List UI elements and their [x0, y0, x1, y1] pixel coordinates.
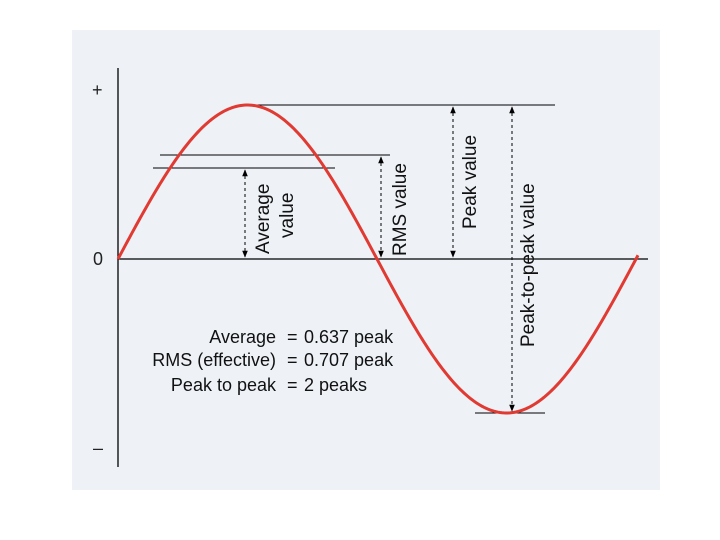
axis-zero-label: 0 [93, 249, 103, 269]
formula-peak-to-peak-eq: = [287, 375, 298, 395]
average-value-label-line2: value [277, 193, 298, 238]
formula-average-eq: = [287, 327, 298, 347]
formula-peak-to-peak-name: Peak to peak [171, 375, 277, 395]
diagram-panel [72, 30, 660, 490]
formula-rms-value: 0.707 peak [304, 350, 394, 370]
average-value-label-line1: Average [253, 184, 274, 254]
formula-average-value: 0.637 peak [304, 327, 394, 347]
rms-value-label: RMS value [390, 163, 411, 256]
formula-peak-to-peak-value: 2 peaks [304, 375, 367, 395]
sine-waveform [116, 103, 640, 415]
axis-plus-label: + [92, 80, 103, 100]
formula-rms-name: RMS (effective) [152, 350, 276, 370]
formula-rms-eq: = [287, 350, 298, 370]
peak-value-label: Peak value [460, 135, 481, 229]
axis-minus-label: – [93, 438, 103, 458]
formula-block: Average = 0.637 peak RMS (effective) = 0… [152, 327, 394, 395]
formula-average-name: Average [209, 327, 276, 347]
peak-to-peak-value-label: Peak-to-peak value [518, 183, 539, 347]
